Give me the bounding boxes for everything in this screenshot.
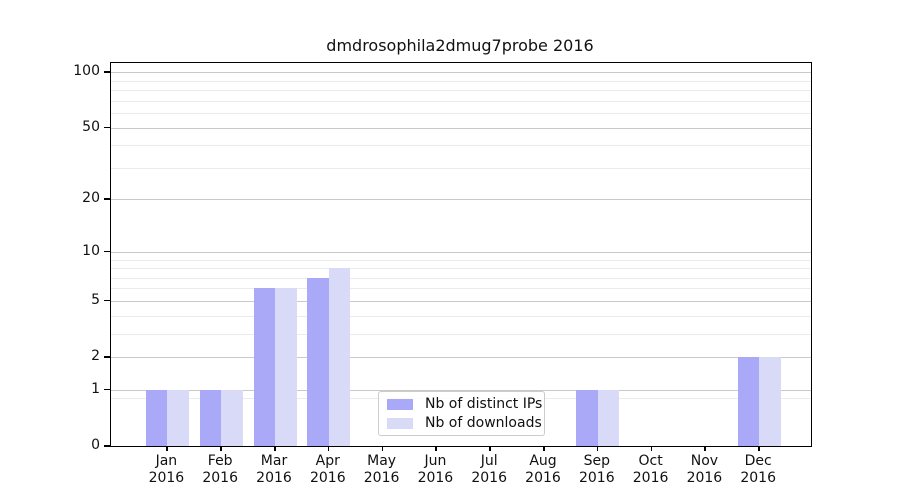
legend-item-distinct-ips: Nb of distinct IPs (387, 396, 542, 412)
y-tick-mark (104, 299, 110, 302)
x-tick-mark (489, 446, 491, 451)
y-tick-mark (104, 445, 110, 447)
minor-gridline (111, 100, 811, 102)
plot-area (110, 62, 812, 447)
bar-distinct-ips-apr (307, 277, 329, 446)
y-tick-label: 50 (82, 118, 100, 135)
y-tick-mark (104, 126, 110, 129)
bar-downloads-feb (221, 389, 243, 446)
x-tick-label-aug: Aug 2016 (525, 453, 561, 486)
minor-gridline (111, 167, 811, 169)
minor-gridline (111, 315, 811, 317)
x-tick-label-jun: Jun 2016 (417, 453, 454, 486)
y-tick-label: 2 (91, 348, 100, 365)
legend-item-downloads: Nb of downloads (387, 415, 542, 431)
bar-distinct-ips-sep (576, 389, 598, 446)
minor-gridline (111, 145, 811, 147)
y-tick-label: 5 (91, 291, 100, 308)
y-tick-label: 1 (91, 380, 100, 397)
major-gridline (111, 72, 811, 74)
major-gridline (111, 357, 811, 359)
legend-label-downloads: Nb of downloads (425, 415, 542, 431)
bar-downloads-sep (597, 389, 620, 446)
x-tick-mark (435, 446, 437, 451)
minor-gridline (111, 268, 811, 270)
minor-gridline (111, 333, 811, 335)
y-tick-label: 0 (91, 437, 100, 453)
bar-distinct-ips-feb (199, 389, 222, 446)
bar-downloads-apr (328, 268, 351, 446)
x-tick-mark (758, 446, 760, 451)
legend-swatch-distinct-ips (387, 398, 413, 410)
major-gridline (111, 199, 811, 201)
major-gridline (111, 127, 811, 129)
x-tick-label-apr: Apr 2016 (309, 453, 346, 486)
y-tick-mark (104, 250, 110, 253)
minor-gridline (111, 259, 811, 261)
y-tick-mark (104, 356, 110, 358)
x-tick-mark (274, 446, 276, 451)
bar-downloads-dec (759, 357, 781, 446)
y-tick-mark (104, 198, 110, 200)
x-tick-label-jan: Jan 2016 (148, 453, 185, 486)
bar-distinct-ips-dec (737, 357, 760, 446)
bar-distinct-ips-jan (145, 389, 168, 446)
x-tick-label-jul: Jul 2016 (471, 453, 507, 486)
minor-gridline (111, 277, 811, 279)
x-tick-mark (381, 446, 384, 451)
x-tick-label-mar: Mar 2016 (256, 453, 292, 486)
y-tick-label: 10 (82, 242, 100, 259)
x-tick-label-nov: Nov 2016 (686, 453, 723, 486)
y-tick-label: 100 (73, 63, 100, 80)
major-gridline (111, 389, 811, 391)
bar-downloads-mar (275, 288, 297, 446)
x-tick-label-oct: Oct 2016 (632, 453, 669, 486)
y-tick-mark (104, 388, 110, 391)
x-tick-label-dec: Dec 2016 (740, 453, 776, 486)
bar-distinct-ips-mar (253, 288, 275, 446)
major-gridline (111, 251, 811, 253)
x-tick-mark (596, 446, 599, 451)
legend: Nb of distinct IPs Nb of downloads (378, 391, 545, 436)
x-tick-mark (166, 446, 168, 451)
x-tick-label-feb: Feb 2016 (202, 453, 238, 486)
bar-downloads-jan (167, 389, 189, 446)
minor-gridline (111, 113, 811, 115)
x-tick-mark (704, 446, 706, 451)
minor-gridline (111, 288, 811, 290)
x-tick-mark (543, 446, 545, 451)
x-tick-label-may: May 2016 (363, 453, 400, 486)
y-tick-mark (104, 71, 110, 73)
x-tick-label-sep: Sep 2016 (578, 453, 615, 486)
chart-title: dmdrosophila2dmug7probe 2016 (326, 36, 594, 55)
legend-label-distinct-ips: Nb of distinct IPs (425, 396, 543, 412)
minor-gridline (111, 80, 811, 82)
x-tick-mark (220, 446, 222, 451)
minor-gridline (111, 90, 811, 92)
x-tick-mark (650, 446, 653, 451)
legend-swatch-downloads (387, 417, 413, 429)
major-gridline (111, 300, 811, 302)
x-tick-mark (327, 446, 330, 451)
y-tick-label: 20 (82, 190, 100, 207)
